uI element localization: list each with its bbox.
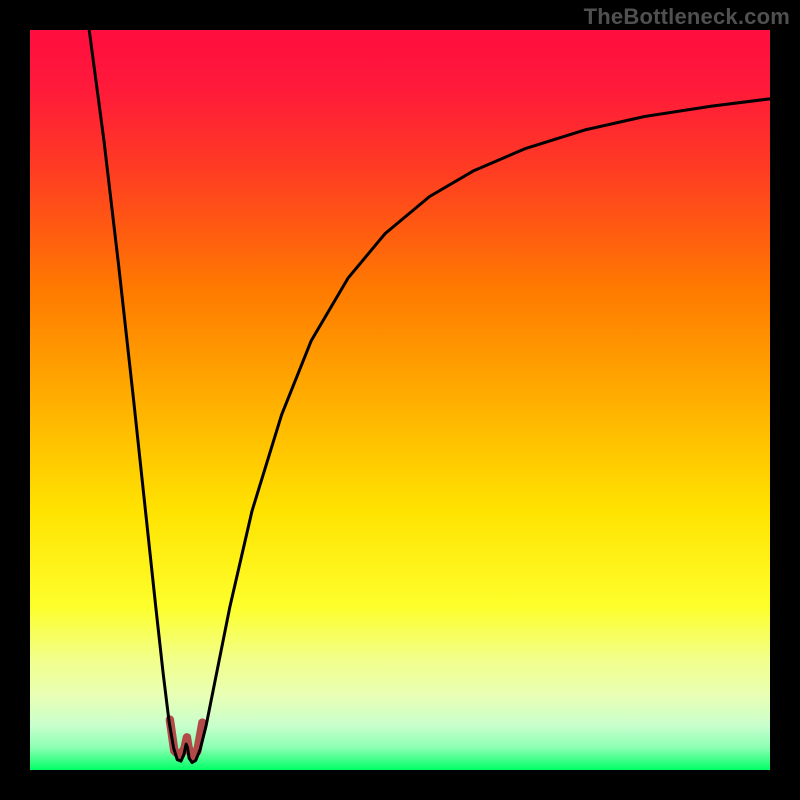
- bottleneck-curve: [89, 30, 770, 763]
- watermark-text: TheBottleneck.com: [584, 4, 790, 30]
- chart-svg: [30, 30, 770, 770]
- plot-area: [30, 30, 770, 770]
- figure-container: TheBottleneck.com: [0, 0, 800, 800]
